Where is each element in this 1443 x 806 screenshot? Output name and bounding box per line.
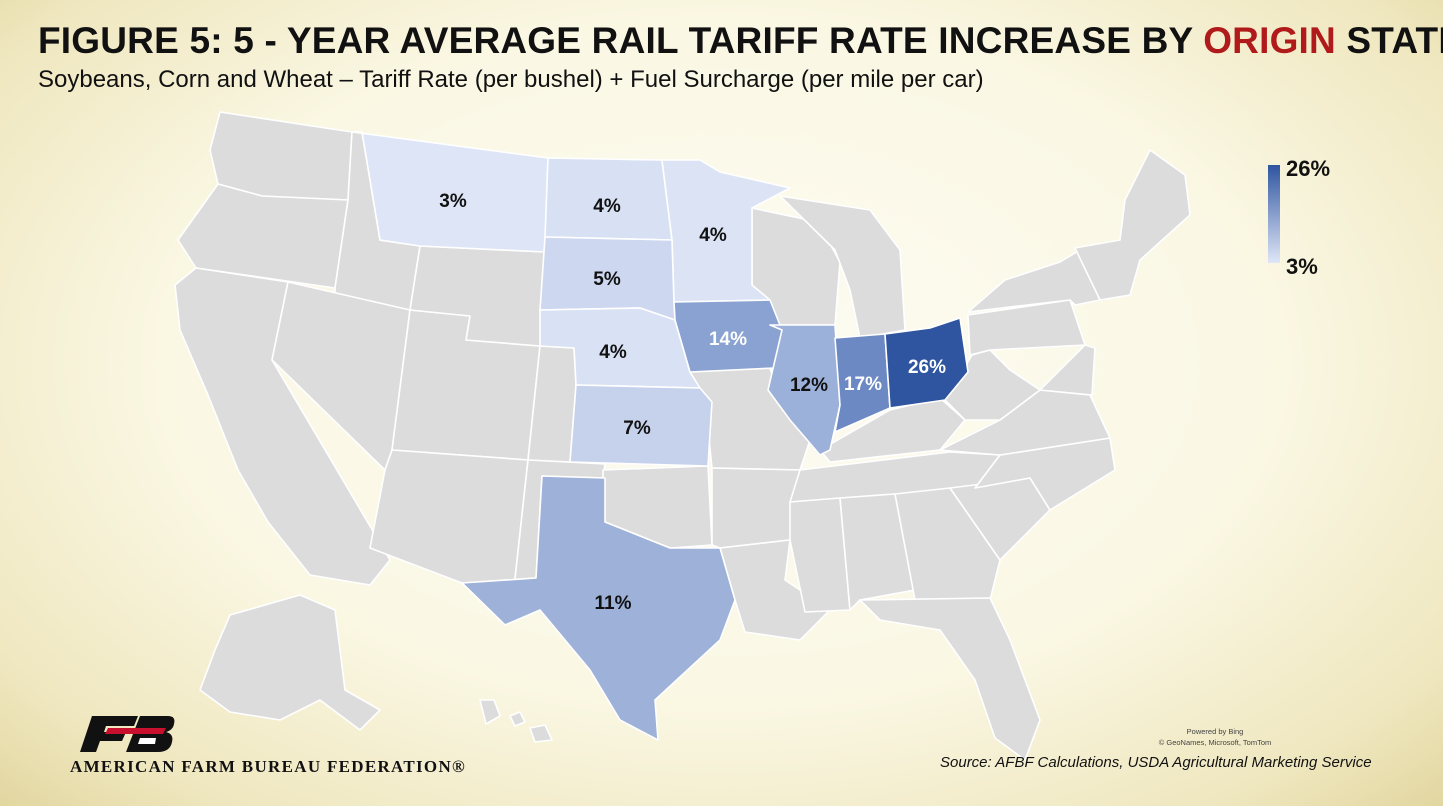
attribution-line-2: © GeoNames, Microsoft, TomTom [1158, 738, 1272, 747]
map-attribution: Powered by Bing © GeoNames, Microsoft, T… [1150, 726, 1280, 748]
state-al[interactable] [839, 493, 916, 611]
base-states [174, 111, 1191, 761]
state-oh[interactable] [884, 317, 969, 409]
state-in[interactable] [834, 333, 891, 433]
source-note: Source: AFBF Calculations, USDA Agricult… [940, 754, 1372, 771]
state-ak[interactable] [199, 594, 381, 731]
attribution-line-1: Powered by Bing [1186, 727, 1244, 736]
label-oh: 26% [908, 357, 946, 378]
label-in: 17% [844, 374, 882, 395]
state-la[interactable] [719, 539, 831, 641]
state-hi[interactable] [479, 699, 553, 743]
label-nd: 4% [593, 196, 621, 217]
legend-min-label: 3% [1286, 254, 1318, 279]
label-sd: 5% [593, 269, 621, 290]
highlighted-states [351, 131, 969, 741]
label-ne: 4% [599, 342, 627, 363]
state-tx[interactable] [461, 475, 736, 741]
state-ks[interactable] [569, 384, 713, 467]
label-tx: 11% [595, 593, 632, 614]
legend-max-label: 26% [1286, 156, 1331, 181]
legend-color-scale [1268, 165, 1280, 263]
label-ks: 7% [623, 418, 651, 439]
title-prefix: FIGURE 5: 5 - YEAR AVERAGE RAIL TARIFF R… [38, 20, 1204, 61]
page-subtitle: Soybeans, Corn and Wheat – Tariff Rate (… [38, 66, 984, 93]
label-mt: 3% [439, 191, 467, 212]
title-highlight: ORIGIN [1203, 20, 1336, 61]
label-mn: 4% [699, 225, 727, 246]
state-new-england[interactable] [1074, 149, 1191, 301]
label-il: 12% [790, 375, 828, 396]
state-ar[interactable] [711, 467, 801, 549]
state-az[interactable] [369, 449, 529, 589]
state-ms[interactable] [789, 497, 851, 613]
title-suffix: STATE [1346, 20, 1443, 61]
label-ia: 14% [709, 329, 747, 350]
page-title: FIGURE 5: 5 - YEAR AVERAGE RAIL TARIFF R… [38, 20, 1443, 62]
state-value-labels: 3% 4% 4% 5% 4% 7% 14% 12% 17% 26% 11% [439, 191, 946, 614]
organization-name: AMERICAN FARM BUREAU FEDERATION® [70, 757, 467, 776]
state-ga[interactable] [894, 487, 1001, 601]
farm-bureau-logo-icon [80, 716, 175, 752]
state-md-de-nj[interactable] [1039, 344, 1096, 396]
state-fl[interactable] [859, 597, 1041, 761]
